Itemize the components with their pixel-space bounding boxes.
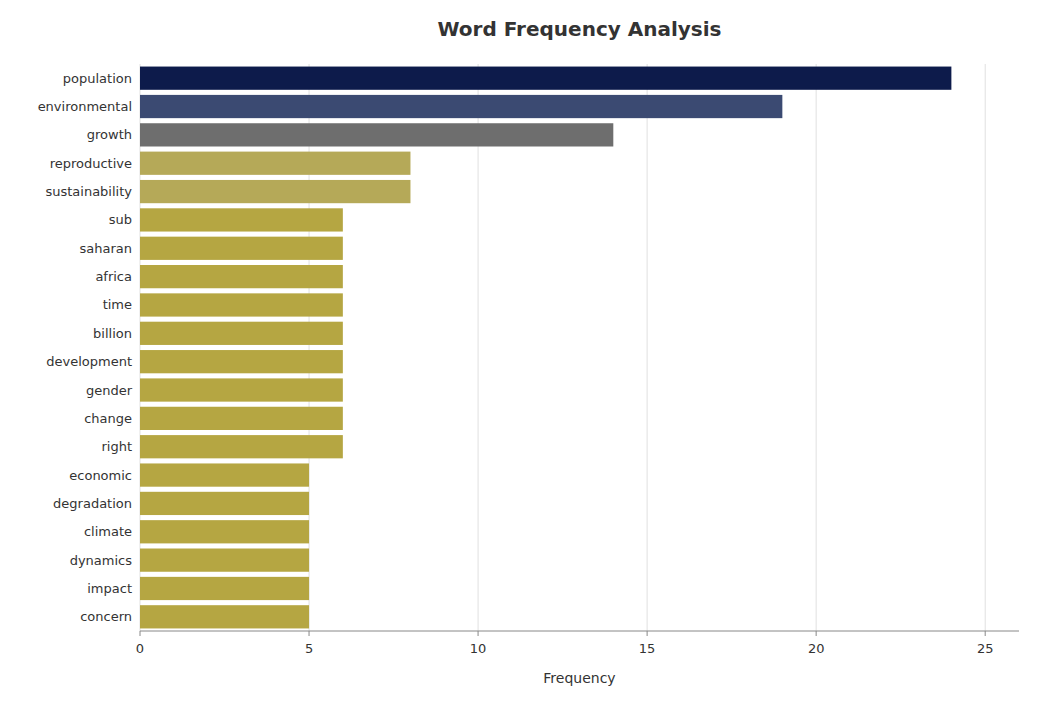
x-tick-label: 5 bbox=[305, 641, 313, 656]
chart-container: 0 5 10 15 20 25 concern impact dynamics climate de… bbox=[0, 0, 1059, 701]
bar bbox=[140, 152, 410, 175]
y-tick-label: population bbox=[63, 71, 132, 86]
bars bbox=[140, 67, 951, 629]
bar bbox=[140, 67, 951, 90]
x-tick-label: 25 bbox=[977, 641, 994, 656]
y-tick-label: right bbox=[101, 439, 132, 454]
x-tick bbox=[478, 631, 479, 636]
bar bbox=[140, 208, 343, 231]
bar bbox=[140, 605, 309, 628]
bar bbox=[140, 549, 309, 572]
x-tick-label: 0 bbox=[136, 641, 144, 656]
y-tick-label: change bbox=[84, 411, 132, 426]
bar bbox=[140, 123, 613, 146]
bar bbox=[140, 492, 309, 515]
bar bbox=[140, 237, 343, 260]
y-tick-label: sub bbox=[109, 212, 132, 227]
x-tick bbox=[985, 631, 986, 636]
y-tick-label: impact bbox=[87, 581, 132, 596]
bar bbox=[140, 435, 343, 458]
bar bbox=[140, 463, 309, 486]
y-tick-label: environmental bbox=[38, 99, 132, 114]
y-tick-label: development bbox=[46, 354, 132, 369]
x-tick bbox=[816, 631, 817, 636]
bar bbox=[140, 520, 309, 543]
bar bbox=[140, 322, 343, 345]
y-tick-label: saharan bbox=[80, 241, 133, 256]
x-axis-label: Frequency bbox=[543, 670, 615, 686]
bar bbox=[140, 293, 343, 316]
x-tick-label: 10 bbox=[470, 641, 487, 656]
bar bbox=[140, 577, 309, 600]
y-tick-label: gender bbox=[86, 383, 133, 398]
x-tick-label: 15 bbox=[639, 641, 656, 656]
x-axis: 0 5 10 15 20 25 bbox=[136, 631, 1019, 656]
y-tick-label: degradation bbox=[53, 496, 132, 511]
bar bbox=[140, 350, 343, 373]
bar bbox=[140, 95, 782, 118]
grid bbox=[140, 64, 985, 631]
grid-line bbox=[647, 64, 648, 631]
y-tick-label: economic bbox=[69, 468, 132, 483]
grid-line bbox=[140, 64, 141, 631]
x-axis-line bbox=[140, 631, 1019, 632]
y-tick-label: growth bbox=[87, 127, 132, 142]
bar bbox=[140, 265, 343, 288]
y-tick-label: africa bbox=[95, 269, 132, 284]
y-tick-label: climate bbox=[84, 524, 132, 539]
y-tick-label: reproductive bbox=[50, 156, 132, 171]
x-tick-label: 20 bbox=[808, 641, 825, 656]
grid-line bbox=[816, 64, 817, 631]
bar bbox=[140, 180, 410, 203]
y-tick-label: time bbox=[103, 297, 132, 312]
grid-line bbox=[478, 64, 479, 631]
chart-svg: 0 5 10 15 20 25 concern impact dynamics climate de… bbox=[0, 0, 1059, 701]
y-tick-label: sustainability bbox=[45, 184, 132, 199]
y-tick-label: billion bbox=[93, 326, 132, 341]
x-tick bbox=[309, 631, 310, 636]
title: Word Frequency Analysis bbox=[437, 17, 721, 41]
y-axis: concern impact dynamics climate degradation e… bbox=[38, 71, 133, 625]
bar bbox=[140, 407, 343, 430]
grid-line bbox=[985, 64, 986, 631]
x-tick bbox=[140, 631, 141, 636]
y-tick-label: concern bbox=[80, 609, 132, 624]
bar bbox=[140, 378, 343, 401]
y-tick-label: dynamics bbox=[70, 553, 133, 568]
grid-line bbox=[309, 64, 310, 631]
x-tick bbox=[647, 631, 648, 636]
